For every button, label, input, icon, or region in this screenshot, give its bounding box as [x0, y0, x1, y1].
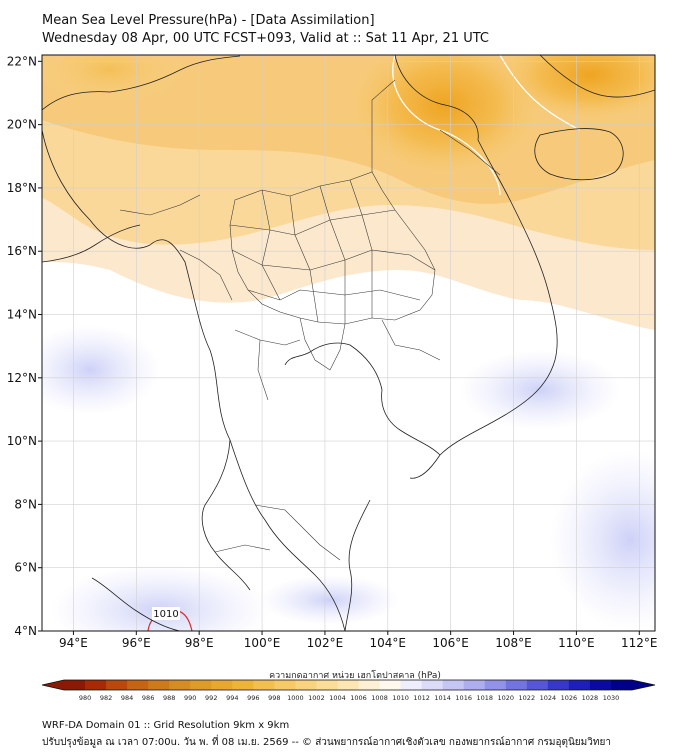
latitude-labels: 4°N 6°N 8°N 10°N 12°N 14°N 16°N 18°N 20°N 22°N: [7, 54, 42, 638]
tick-label-lon: 102°E: [307, 636, 344, 650]
colorbar-level-label: 1024: [540, 694, 557, 702]
colorbar-bin: [421, 680, 444, 690]
tick-label-lon: 110°E: [558, 636, 595, 650]
colorbar-frame: [41, 679, 656, 691]
colorbar-bin: [127, 680, 149, 690]
tick-label-lat: 4°N: [14, 624, 37, 638]
tick-label-lat: 22°N: [7, 54, 37, 68]
colorbar-level-label: 1002: [308, 694, 325, 702]
colorbar-title: ความกดอากาศ หน่วย เฮกโตปาสคาล (hPa): [269, 670, 441, 681]
colorbar-bin: [505, 680, 528, 690]
colorbar-bin: [547, 680, 570, 690]
colorbar-level-label: 1020: [498, 694, 515, 702]
colorbar-level-label: 1000: [287, 694, 304, 702]
plot-frame: [41, 54, 656, 632]
colorbar-bin: [358, 680, 381, 690]
colorbar-extend-high: [632, 680, 655, 690]
colorbar-bin: [295, 680, 317, 690]
colorbar-bin: [274, 680, 296, 690]
colorbar-bin: [190, 680, 212, 690]
colorbar-bin: [568, 680, 591, 690]
colorbar-level-label: 988: [163, 694, 175, 702]
colorbar-bin: [232, 680, 254, 690]
tick-label-lon: 96°E: [122, 636, 151, 650]
colorbar-level-label: 1026: [561, 694, 578, 702]
colorbar-level-label: 1010: [392, 694, 409, 702]
colorbar-level-label: 1008: [371, 694, 388, 702]
map-subtitle: Wednesday 08 Apr, 00 UTC FCST+093, Valid…: [42, 31, 489, 46]
colorbar-bin: [484, 680, 507, 690]
tick-label-lon: 112°E: [621, 636, 658, 650]
tick-label-lon: 98°E: [185, 636, 214, 650]
colorbar-level-label: 980: [79, 694, 91, 702]
footer-credit: ปรับปรุงข้อมูล ณ เวลา 07:00u. วัน พ. ที่…: [42, 737, 611, 748]
colorbar-bin: [589, 680, 612, 690]
svg-text:1010: 1010: [153, 609, 178, 620]
colorbar-level-label: 998: [268, 694, 280, 702]
colorbar-bin: [610, 680, 633, 690]
colorbar-bin: [379, 680, 402, 690]
colorbar-level-label: 1030: [603, 694, 620, 702]
colorbar-level-label: 1018: [476, 694, 493, 702]
colorbar-bin: [211, 680, 233, 690]
tick-label-lat: 12°N: [7, 371, 37, 385]
colorbar-level-label: 1014: [434, 694, 451, 702]
colorbar-bin: [85, 680, 107, 690]
tick-label-lat: 20°N: [7, 118, 37, 132]
tick-label-lon: 106°E: [432, 636, 469, 650]
colorbar-bin: [463, 680, 486, 690]
tick-label-lat: 14°N: [7, 308, 37, 322]
colorbar-level-label: 996: [247, 694, 259, 702]
colorbar-bin: [106, 680, 128, 690]
colorbar-bin: [64, 680, 86, 690]
coastlines: [42, 55, 655, 631]
colorbar-level-label: 982: [100, 694, 112, 702]
colorbar-level-label: 986: [142, 694, 154, 702]
footer-model-info: WRF-DA Domain 01 :: Grid Resolution 9km …: [42, 720, 290, 731]
tick-label-lon: 100°E: [244, 636, 281, 650]
colorbar-bin: [400, 680, 423, 690]
map-title: Mean Sea Level Pressure(hPa) - [Data Ass…: [42, 13, 375, 28]
colorbar: 980 982 984 986 988 990 992 994 996 998 1000 1002 10…: [41, 679, 656, 702]
colorbar-level-label: 990: [184, 694, 196, 702]
colorbar-level-label: 1012: [413, 694, 430, 702]
longitude-labels: 94°E 96°E 98°E 100°E 102°E 104°E 106°E 108°E 110…: [59, 631, 658, 650]
contour-label-1010: 1010: [152, 607, 180, 620]
colorbar-bin: [169, 680, 191, 690]
colorbar-bin: [526, 680, 549, 690]
pressure-field: [42, 55, 655, 631]
tick-label-lon: 94°E: [59, 636, 88, 650]
colorbar-bin: [253, 680, 275, 690]
colorbar-level-label: 1004: [329, 694, 346, 702]
colorbar-level-label: 1022: [519, 694, 536, 702]
tick-label-lat: 10°N: [7, 434, 37, 448]
colorbar-bin: [148, 680, 170, 690]
colorbar-bin: [337, 680, 360, 690]
tick-label-lon: 108°E: [495, 636, 532, 650]
colorbar-bin: [316, 680, 338, 690]
colorbar-level-label: 992: [205, 694, 217, 702]
province-borders: [119, 79, 501, 561]
colorbar-level-label: 1028: [582, 694, 599, 702]
colorbar-extend-low: [42, 680, 64, 690]
colorbar-level-label: 1016: [455, 694, 472, 702]
tick-label-lat: 6°N: [14, 561, 37, 575]
tick-label-lat: 18°N: [7, 181, 37, 195]
tick-label-lat: 8°N: [14, 497, 37, 511]
tick-label-lat: 16°N: [7, 244, 37, 258]
colorbar-level-label: 984: [121, 694, 133, 702]
colorbar-bin: [442, 680, 465, 690]
colorbar-level-label: 1006: [350, 694, 367, 702]
colorbar-level-label: 994: [226, 694, 238, 702]
tick-label-lon: 104°E: [370, 636, 407, 650]
